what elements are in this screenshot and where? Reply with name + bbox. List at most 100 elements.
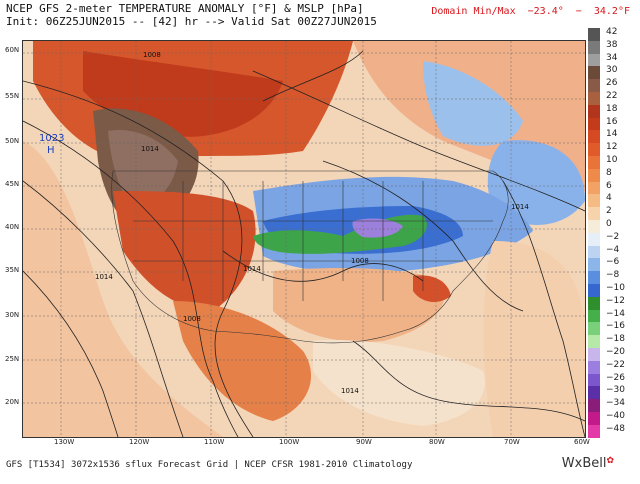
colorbar-label: −8 [606, 270, 620, 281]
colorbar-label: −20 [606, 347, 625, 357]
colorbar-step: −8 [588, 270, 634, 284]
isobar-label-5: 1014 [243, 265, 261, 273]
colorbar-label: 0 [606, 219, 612, 229]
colorbar-swatch [588, 156, 600, 169]
colorbar-step: 10 [588, 155, 634, 169]
colorbar-step: −20 [588, 347, 634, 361]
colorbar-step: 16 [588, 116, 634, 131]
colorbar-label: 18 [606, 103, 618, 114]
hudson-bay-cool-anomaly [423, 61, 523, 146]
brand-name: WxBell [561, 456, 607, 471]
high-pressure-letter: H [47, 145, 55, 156]
colorbar-label: 38 [606, 39, 618, 50]
colorbar-step: −30 [588, 385, 634, 400]
extreme-cold-core [352, 218, 403, 238]
political-borders [111, 170, 509, 344]
colorbar-step: −6 [588, 257, 634, 272]
colorbar-swatch [588, 322, 600, 336]
colorbar-step: −26 [588, 372, 634, 387]
gulf-caribbean-mild [313, 340, 485, 426]
isobar-label-7: 1008 [351, 257, 369, 265]
lat-label-20n: 20N [5, 398, 20, 406]
colorbar-label: 26 [606, 78, 618, 89]
colorbar-label: −48 [606, 423, 625, 434]
colorbar-label: −16 [606, 321, 625, 332]
lon-label-90w: 90W [356, 438, 372, 446]
mexico-warm-anomaly [173, 301, 312, 421]
colorbar-step: −2 [588, 232, 634, 246]
colorbar-swatch [588, 309, 600, 323]
lat-label-30n: 30N [5, 311, 20, 319]
lat-label-35n: 35N [5, 266, 20, 274]
colorbar-label: 16 [606, 116, 618, 127]
colorbar-step: −40 [588, 411, 634, 425]
graticule [23, 41, 585, 437]
lat-label-45n: 45N [5, 180, 20, 188]
colorbar-swatch [588, 220, 600, 233]
temperature-anomaly-map: 1008 1014 1008 1014 1014 1014 1008 1014 … [22, 40, 586, 438]
colorbar-step: 30 [588, 65, 634, 80]
colorbar-label: 22 [606, 91, 618, 101]
colorbar-swatch [588, 335, 600, 348]
colorbar-swatch [588, 424, 600, 438]
colorbar-label: 30 [606, 65, 618, 76]
colorbar-swatch [588, 412, 600, 425]
colorbar-step: 14 [588, 129, 634, 144]
northeast-cool-anomaly [487, 140, 585, 225]
colorbar-step: −18 [588, 334, 634, 348]
colorbar-swatch [588, 271, 600, 284]
colorbar-label: 6 [606, 180, 612, 191]
colorbar-swatch [588, 258, 600, 272]
lon-label-110w: 110W [204, 438, 225, 446]
colorbar-label: −34 [606, 398, 625, 409]
colorbar-swatch [588, 284, 600, 297]
temperature-colorbar: 42 38 34 30 26 22 18 16 14 12 10 8 6 4 2 0 −2 −4 −6 −8 −10 −1… [588, 27, 634, 440]
colorbar-label: −4 [606, 244, 620, 255]
lat-label-60n: 60N [5, 46, 20, 54]
valid-time-line: Init: 06Z25JUN2015 -- [42] hr --> Valid … [6, 15, 377, 28]
colorbar-label: −12 [606, 295, 625, 306]
atlantic-anomaly [483, 241, 585, 437]
colorbar-label: 4 [606, 193, 612, 204]
colorbar-step: 2 [588, 206, 634, 220]
colorbar-step: 42 [588, 27, 634, 41]
colorbar-swatch [588, 130, 600, 144]
high-pressure-value: 1023 [39, 133, 64, 144]
isobar-label-6: 1014 [511, 203, 529, 211]
colorbar-label: −26 [606, 372, 625, 383]
lat-label-50n: 50N [5, 137, 20, 145]
colorbar-swatch [588, 66, 600, 80]
colorbar-label: −22 [606, 359, 625, 370]
colorbar-swatch [588, 40, 600, 54]
colorbar-step: 26 [588, 78, 634, 92]
colorbar-step: 0 [588, 219, 634, 233]
isobar-label-3: 1008 [183, 315, 201, 323]
colorbar-step: −48 [588, 423, 634, 438]
colorbar-swatch [588, 386, 600, 400]
colorbar-swatch [588, 245, 600, 259]
colorbar-swatch [588, 373, 600, 387]
isobar-label-4: 1014 [95, 273, 113, 281]
colorbar-step: 4 [588, 193, 634, 208]
southern-us-anomaly [273, 268, 445, 342]
isobar-label-8: 1014 [341, 387, 359, 395]
colorbar-label: −10 [606, 283, 625, 293]
lon-label-70w: 70W [504, 438, 520, 446]
colorbar-label: −14 [606, 308, 625, 319]
lat-label-55n: 55N [5, 92, 20, 100]
map-title: NCEP GFS 2-meter TEMPERATURE ANOMALY [°F… [6, 2, 364, 15]
colorbar-swatch [588, 360, 600, 374]
colorbar-step: 6 [588, 180, 634, 195]
lat-label-40n: 40N [5, 223, 20, 231]
colorbar-label: 8 [606, 167, 612, 178]
lon-label-80w: 80W [429, 438, 445, 446]
colorbar-swatch [588, 92, 600, 105]
lat-label-25n: 25N [5, 355, 20, 363]
colorbar-swatch [588, 53, 600, 67]
isobars [23, 50, 585, 437]
lon-label-60w: 60W [574, 438, 590, 446]
colorbar-step: −10 [588, 283, 634, 297]
colorbar-step: −4 [588, 244, 634, 259]
pacific-anomaly [23, 141, 223, 437]
colorbar-step: −34 [588, 398, 634, 412]
